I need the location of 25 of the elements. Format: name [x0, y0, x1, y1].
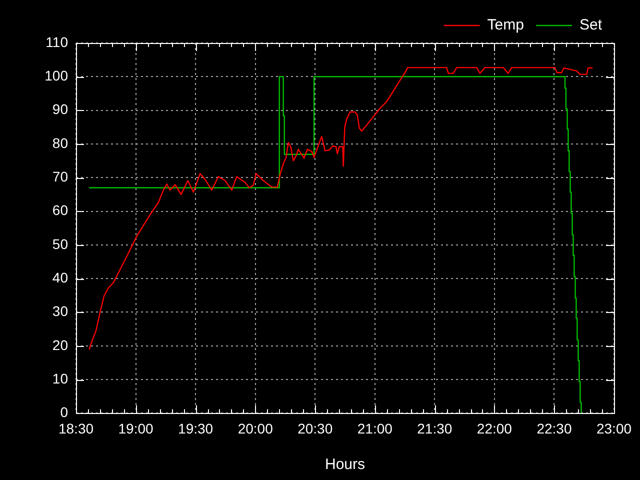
- y-tick-label: 80: [52, 134, 68, 151]
- y-tick-label: 100: [44, 68, 68, 84]
- y-tick-label: 40: [52, 269, 68, 286]
- y-tick-label: 30: [52, 303, 68, 320]
- y-tick-label: 70: [52, 168, 68, 184]
- x-tick-label: 19:30: [178, 420, 214, 436]
- legend-label: Set: [579, 16, 603, 34]
- x-tick-label: 19:00: [118, 420, 154, 436]
- y-tick-label: 110: [46, 34, 68, 50]
- x-tick-label: 22:00: [476, 420, 512, 436]
- y-tick-label: 10: [52, 370, 68, 386]
- x-tick-label: 18:30: [58, 420, 94, 436]
- y-tick-label: 60: [52, 202, 68, 218]
- x-tick-label: 21:30: [417, 420, 452, 436]
- y-tick-label: 50: [52, 236, 68, 252]
- x-tick-label: 22:30: [536, 420, 572, 436]
- legend-label: Temp: [487, 16, 524, 34]
- x-tick-label: 23:00: [596, 420, 632, 436]
- x-tick-label: 20:30: [298, 420, 333, 436]
- y-tick-label: 20: [52, 336, 68, 353]
- y-tick-label: 0: [60, 404, 68, 420]
- y-tick-label: 90: [52, 101, 68, 118]
- x-tick-label: 21:00: [357, 420, 393, 436]
- x-tick-label: 20:00: [238, 420, 274, 436]
- x-axis-title: Hours: [324, 456, 366, 474]
